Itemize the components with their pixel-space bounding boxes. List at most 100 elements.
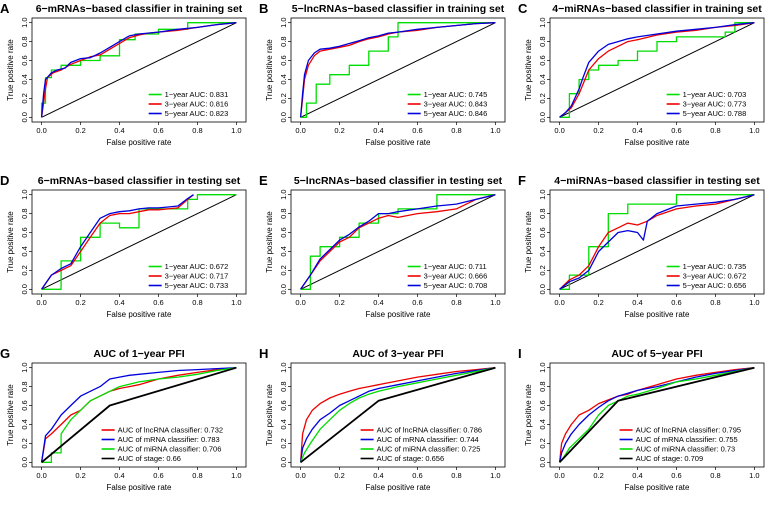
x-tick-label: 0.2 (593, 471, 603, 480)
y-axis-label: True positive rate (6, 384, 15, 446)
x-tick-label: 0.8 (710, 126, 720, 135)
panel-letter: H (259, 346, 268, 361)
y-tick-label: 0.6 (538, 400, 547, 410)
y-tick-label: 0.8 (279, 208, 288, 218)
reference-diagonal (300, 194, 496, 290)
roc-curve-2 (41, 194, 194, 290)
roc-curve-4 (41, 366, 237, 463)
y-tick-label: 0.6 (279, 400, 288, 410)
panel-letter: C (518, 1, 528, 16)
plot-frame (31, 189, 247, 295)
panel-title: AUC of 1−year PFI (93, 348, 184, 360)
legend-entry: AUC of stage: 0.656 (377, 454, 445, 463)
y-tick-label: 0.0 (538, 112, 547, 122)
legend-entry: AUC of stage: 0.66 (118, 454, 181, 463)
legend-entry: AUC of miRNA classifier: 0.706 (118, 445, 222, 454)
x-tick-label: 0.8 (451, 126, 461, 135)
legend-entry: AUC of stage: 0.709 (636, 454, 704, 463)
x-tick-label: 0.0 (554, 471, 564, 480)
legend-entry: 3−year AUC: 0.773 (683, 100, 747, 109)
y-tick-label: 0.6 (538, 227, 547, 237)
y-tick-label: 0.2 (538, 438, 547, 448)
legend-entry: 3−year AUC: 0.843 (424, 100, 488, 109)
y-tick-label: 1.0 (279, 189, 288, 199)
x-axis-label: False positive rate (625, 310, 690, 319)
y-tick-label: 0.6 (279, 55, 288, 65)
reference-diagonal (41, 22, 237, 118)
roc-panel-i: I AUC of 5−year PFI 0.0 0.2 0.4 0.6 0.8 1.0 0.0 0… (518, 346, 765, 492)
y-axis-label: True positive rate (524, 211, 533, 273)
y-tick-label: 0.8 (20, 208, 29, 218)
roc-panel-a: A 6−mRNAs−based classifier in training se… (0, 1, 247, 147)
x-tick-label: 1.0 (749, 298, 759, 307)
legend-entry: 1−year AUC: 0.831 (165, 90, 229, 99)
roc-curve-3 (300, 194, 496, 290)
y-tick-label: 0.6 (20, 227, 29, 237)
legend-entry: 1−year AUC: 0.672 (165, 262, 229, 271)
y-tick-label: 0.0 (538, 457, 547, 467)
y-tick-label: 0.2 (538, 265, 547, 275)
x-tick-label: 0.0 (295, 298, 305, 307)
roc-panel-g: G AUC of 1−year PFI 0.0 0.2 0.4 0.6 0.8 1.0 0.0 0… (0, 346, 247, 492)
y-tick-label: 0.8 (538, 36, 547, 46)
panel-title: AUC of 5−year PFI (611, 348, 702, 360)
roc-curve-2 (558, 367, 755, 463)
legend-entry: AUC of lncRNA classifier: 0.795 (636, 426, 741, 435)
y-tick-label: 0.2 (279, 265, 288, 275)
panel-letter: I (518, 346, 522, 361)
x-tick-label: 0.4 (373, 126, 383, 135)
x-tick-label: 1.0 (749, 126, 759, 135)
y-tick-label: 0.2 (538, 93, 547, 103)
x-axis-label: False positive rate (366, 483, 431, 492)
y-tick-label: 0.2 (20, 438, 29, 448)
x-tick-label: 0.0 (36, 298, 46, 307)
x-tick-label: 0.4 (632, 126, 642, 135)
roc-curve-4 (300, 366, 496, 464)
roc-curve-3 (559, 194, 755, 290)
x-tick-label: 0.0 (36, 126, 46, 135)
y-tick-label: 1.0 (538, 362, 547, 372)
legend-entry: AUC of miRNA classifier: 0.725 (377, 445, 481, 454)
x-tick-label: 0.8 (192, 126, 202, 135)
x-tick-label: 1.0 (749, 471, 759, 480)
x-tick-label: 0.0 (36, 471, 46, 480)
y-tick-label: 0.8 (279, 36, 288, 46)
y-tick-label: 1.0 (20, 189, 29, 199)
y-tick-label: 0.2 (279, 438, 288, 448)
panel-title: AUC of 3−year PFI (352, 348, 443, 360)
x-tick-label: 0.6 (412, 126, 422, 135)
roc-panel-b: B 5−lncRNAs−based classifier in training … (259, 1, 506, 147)
y-tick-label: 0.0 (20, 112, 29, 122)
x-axis-label: False positive rate (107, 483, 172, 492)
x-tick-label: 0.4 (114, 298, 124, 307)
x-tick-label: 0.2 (75, 471, 85, 480)
roc-curve-3 (559, 22, 755, 118)
x-tick-label: 0.6 (412, 471, 422, 480)
x-tick-label: 0.6 (412, 298, 422, 307)
legend-entry: AUC of miRNA classifier: 0.73 (636, 445, 736, 454)
x-tick-label: 1.0 (490, 298, 500, 307)
y-tick-label: 1.0 (538, 189, 547, 199)
y-tick-label: 0.8 (20, 36, 29, 46)
x-axis-label: False positive rate (625, 483, 690, 492)
x-tick-label: 0.6 (153, 126, 163, 135)
legend-entry: 1−year AUC: 0.735 (683, 262, 747, 271)
x-tick-label: 0.8 (192, 298, 202, 307)
legend-entry: AUC of lncRNA classifier: 0.786 (377, 426, 482, 435)
x-tick-label: 0.6 (153, 298, 163, 307)
panel-title: 6−mRNAs−based classifier in training set (36, 3, 243, 15)
y-tick-label: 0.4 (538, 419, 547, 429)
x-tick-label: 0.8 (710, 471, 720, 480)
x-tick-label: 0.4 (632, 471, 642, 480)
legend-entry: AUC of mRNA classifier: 0.755 (636, 435, 738, 444)
legend-entry: 5−year AUC: 0.656 (683, 281, 747, 290)
y-tick-label: 0.8 (538, 208, 547, 218)
x-tick-label: 0.4 (114, 471, 124, 480)
y-tick-label: 0.4 (279, 419, 288, 429)
y-tick-label: 0.4 (538, 246, 547, 256)
roc-curve-3 (299, 22, 496, 118)
y-tick-label: 0.0 (279, 284, 288, 294)
y-tick-label: 0.4 (538, 74, 547, 84)
y-tick-label: 0.0 (279, 457, 288, 467)
x-tick-label: 0.2 (334, 471, 344, 480)
